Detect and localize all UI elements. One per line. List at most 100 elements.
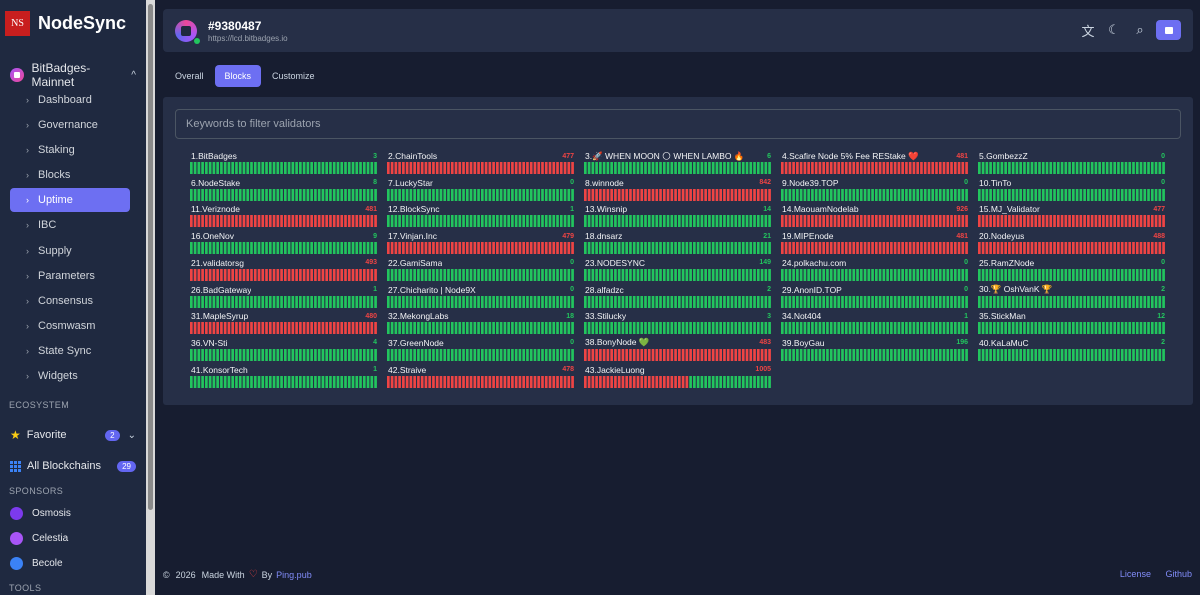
tab-customize[interactable]: Customize — [272, 71, 315, 81]
validator-uptime-item[interactable]: 40.KaLaMuC 2 — [978, 338, 1166, 362]
validator-uptime-item[interactable]: 28.alfadzc 2 — [584, 285, 772, 309]
validator-uptime-item[interactable]: 12.BlockSync 1 — [387, 204, 575, 228]
sidebar-item-supply[interactable]: › Supply — [10, 239, 130, 263]
github-link[interactable]: Github — [1165, 569, 1192, 579]
validator-uptime-item[interactable]: 4.Scafire Node 5% Fee REStake ❤️ 481 — [781, 151, 969, 175]
validator-name: 32.MekongLabs — [388, 311, 449, 322]
validator-uptime-item[interactable]: 13.Winsnip 14 — [584, 204, 772, 228]
sidebar-item-consensus[interactable]: › Consensus — [10, 289, 130, 313]
validator-uptime-item[interactable]: 27.Chicharito | Node9X 0 — [387, 285, 575, 309]
validator-uptime-item[interactable]: 37.GreenNode 0 — [387, 338, 575, 362]
block-tick — [621, 348, 625, 361]
uptime-bar — [584, 375, 771, 388]
sidebar-item-parameters[interactable]: › Parameters — [10, 264, 130, 288]
all-blockchains-item[interactable]: All Blockchains 29 — [10, 460, 136, 472]
validator-uptime-item[interactable]: 14.MaouamNodelab 926 — [781, 204, 969, 228]
validator-uptime-item[interactable]: 7.LuckyStar 0 — [387, 178, 575, 202]
moon-icon[interactable]: ☾ — [1108, 22, 1120, 37]
block-tick — [1154, 295, 1158, 308]
sponsor-osmosis[interactable]: Osmosis — [10, 507, 71, 520]
validator-uptime-item[interactable]: 17.Vinjan.Inc 479 — [387, 231, 575, 255]
missed-blocks-count: 2 — [1161, 339, 1165, 347]
validator-filter-input[interactable] — [186, 118, 1180, 130]
brand[interactable]: NS NodeSync — [5, 11, 126, 36]
block-tick — [216, 375, 219, 388]
block-tick — [537, 322, 541, 335]
translate-icon[interactable]: 文 — [1081, 23, 1095, 39]
block-tick — [439, 322, 443, 335]
favorite-item[interactable]: ★ Favorite 2 ⌄ — [10, 428, 136, 442]
sponsor-becole[interactable]: Becole — [10, 557, 63, 570]
validator-uptime-item[interactable]: 23.NODESYNC 149 — [584, 258, 772, 282]
license-link[interactable]: License — [1119, 569, 1151, 579]
validator-uptime-item[interactable]: 43.JackieLuong 1005 — [584, 365, 772, 389]
validator-uptime-item[interactable]: 38.BonyNode 💚 483 — [584, 337, 772, 362]
chain-selector[interactable]: BitBadges-Mainnet ^ — [10, 61, 136, 89]
tab-overall[interactable]: Overall — [175, 71, 204, 81]
block-tick — [1087, 295, 1090, 308]
sidebar-item-state-sync[interactable]: › State Sync — [10, 339, 130, 363]
validator-uptime-item[interactable]: 3.🚀 WHEN MOON 🌕 WHEN LAMBO 🔥 6 — [584, 151, 772, 175]
validator-uptime-item[interactable]: 2.ChainTools 477 — [387, 151, 575, 175]
block-tick — [1056, 242, 1060, 255]
validator-uptime-item[interactable]: 9.Node39.TOP 0 — [781, 178, 969, 202]
validator-uptime-item[interactable]: 22.GamiSama 0 — [387, 258, 575, 282]
validator-uptime-item[interactable]: 41.KonsorTech 1 — [190, 365, 378, 389]
block-tick — [837, 215, 841, 228]
block-tick — [867, 188, 871, 201]
validator-uptime-item[interactable]: 5.GombezzZ 0 — [978, 151, 1166, 175]
block-tick — [321, 242, 325, 255]
validator-uptime-item[interactable]: 8.winnode 842 — [584, 178, 772, 202]
validator-uptime-item[interactable]: 30.🏆 OshVanK 🏆 2 — [978, 284, 1166, 309]
validator-uptime-item[interactable]: 25.RamZNode 0 — [978, 258, 1166, 282]
search-icon[interactable]: ⌕ — [1136, 22, 1144, 37]
validator-uptime-item[interactable]: 33.Stilucky 3 — [584, 311, 772, 335]
block-tick — [822, 348, 826, 361]
validator-uptime-item[interactable]: 16.OneNov 9 — [190, 231, 378, 255]
validator-uptime-item[interactable]: 20.Nodeyus 488 — [978, 231, 1166, 255]
filter-box[interactable] — [175, 109, 1181, 139]
block-tick — [617, 375, 621, 388]
validator-uptime-item[interactable]: 35.StickMan 12 — [978, 311, 1166, 335]
sidebar-scroll-thumb[interactable] — [148, 4, 153, 510]
sponsor-label: Osmosis — [32, 508, 71, 519]
sponsor-celestia[interactable]: Celestia — [10, 532, 68, 545]
sidebar-item-staking[interactable]: › Staking — [10, 138, 130, 162]
validator-uptime-item[interactable]: 21.validatorsg 493 — [190, 258, 378, 282]
wallet-button[interactable] — [1156, 20, 1181, 40]
sidebar-item-blocks[interactable]: › Blocks — [10, 163, 130, 187]
sidebar-item-uptime[interactable]: › Uptime — [10, 188, 130, 213]
block-tick — [492, 162, 495, 174]
validator-name: 33.Stilucky — [585, 311, 627, 322]
validator-uptime-item[interactable]: 32.MekongLabs 18 — [387, 311, 575, 335]
validator-uptime-item[interactable]: 11.Veriznode 481 — [190, 204, 378, 228]
block-tick — [938, 295, 942, 308]
pingpub-link[interactable]: Ping.pub — [276, 569, 312, 580]
validator-uptime-item[interactable]: 26.BadGateway 1 — [190, 285, 378, 309]
validator-uptime-item[interactable]: 6.NodeStake 8 — [190, 178, 378, 202]
validator-uptime-item[interactable]: 18.dnsarz 21 — [584, 231, 772, 255]
block-tick — [1135, 348, 1139, 361]
sidebar-item-cosmwasm[interactable]: › Cosmwasm — [10, 314, 130, 338]
validator-uptime-item[interactable]: 39.BoyGau 196 — [781, 338, 969, 362]
validator-uptime-item[interactable]: 24.polkachu.com 0 — [781, 258, 969, 282]
validator-uptime-item[interactable]: 36.VN-Sti 4 — [190, 338, 378, 362]
block-tick — [347, 268, 351, 281]
sidebar-item-governance[interactable]: › Governance — [10, 113, 130, 137]
sidebar-item-widgets[interactable]: › Widgets — [10, 364, 130, 388]
validator-uptime-item[interactable]: 31.MapleSyrup 480 — [190, 311, 378, 335]
validator-uptime-item[interactable]: 15.MJ_Validator 477 — [978, 204, 1166, 228]
validator-uptime-item[interactable]: 42.Straive 478 — [387, 365, 575, 389]
block-tick — [1064, 348, 1068, 361]
validator-uptime-item[interactable]: 19.MIPEnode 481 — [781, 231, 969, 255]
validator-uptime-item[interactable]: 1.BitBadges 3 — [190, 151, 378, 175]
sidebar-item-dashboard[interactable]: › Dashboard — [10, 88, 130, 112]
validator-uptime-item[interactable]: 10.TinTo 0 — [978, 178, 1166, 202]
block-tick — [567, 242, 571, 255]
validator-uptime-item[interactable]: 34.Not404 1 — [781, 311, 969, 335]
block-tick — [916, 215, 920, 228]
validator-uptime-item[interactable]: 29.AnonID.TOP 0 — [781, 285, 969, 309]
sidebar-item-ibc[interactable]: › IBC — [10, 213, 130, 237]
tab-blocks[interactable]: Blocks — [214, 65, 262, 87]
block-tick — [205, 295, 208, 308]
